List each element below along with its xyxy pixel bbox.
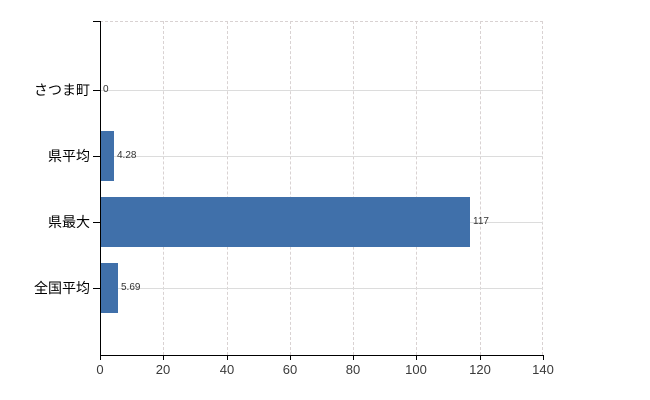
x-axis-tick-label: 100	[405, 362, 427, 377]
x-axis-tick-label: 40	[219, 362, 235, 377]
horizontal-gridline	[100, 288, 543, 289]
vertical-gridline	[227, 21, 228, 355]
bar	[101, 263, 118, 313]
y-axis-tick	[93, 222, 100, 223]
x-axis-tick	[416, 355, 417, 360]
vertical-gridline	[163, 21, 164, 355]
x-axis-tick-label: 20	[155, 362, 171, 377]
y-axis-tick	[93, 90, 100, 91]
value-label: 0	[103, 84, 109, 95]
horizontal-gridline	[100, 90, 543, 91]
vertical-gridline	[480, 21, 481, 355]
value-label: 117	[473, 216, 489, 227]
category-label: 県最大	[48, 214, 90, 230]
x-axis-tick	[353, 355, 354, 360]
x-axis-tick-label: 120	[469, 362, 491, 377]
x-axis-tick	[227, 355, 228, 360]
y-axis-tick	[93, 288, 100, 289]
x-axis-tick	[543, 355, 544, 360]
x-axis-tick-label: 140	[532, 362, 554, 377]
x-axis-line	[100, 355, 544, 356]
value-label: 4.28	[117, 150, 137, 161]
value-label: 5.69	[121, 282, 141, 293]
y-axis-top-tick	[93, 21, 100, 22]
y-axis-tick	[93, 156, 100, 157]
x-axis-tick-label: 0	[96, 362, 104, 377]
horizontal-gridline	[100, 156, 543, 157]
x-axis-tick	[290, 355, 291, 360]
x-axis-tick	[480, 355, 481, 360]
category-label: さつま町	[34, 82, 90, 98]
x-axis-tick-label: 60	[282, 362, 298, 377]
x-axis-tick	[100, 355, 101, 360]
y-axis-line	[100, 21, 101, 356]
category-label: 全国平均	[34, 280, 90, 296]
x-axis-tick-label: 80	[345, 362, 361, 377]
vertical-gridline	[416, 21, 417, 355]
bar	[101, 131, 114, 181]
plot-border	[100, 21, 543, 355]
bar	[101, 197, 470, 247]
x-axis-tick	[163, 355, 164, 360]
vertical-gridline	[290, 21, 291, 355]
category-label: 県平均	[48, 148, 90, 164]
vertical-gridline	[353, 21, 354, 355]
